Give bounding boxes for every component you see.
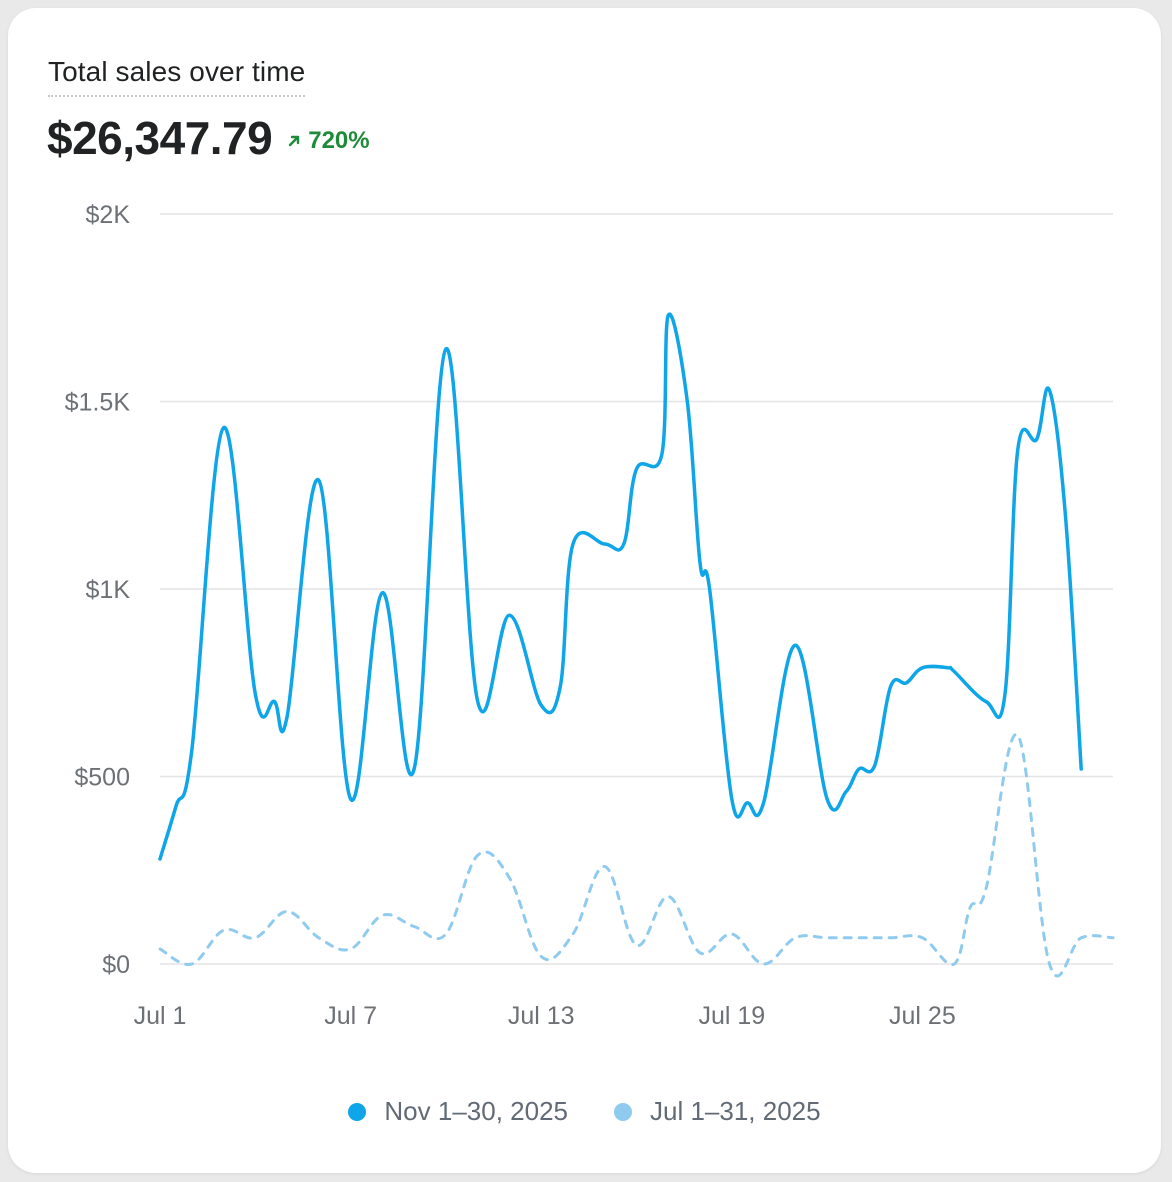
grid-layer xyxy=(160,213,1113,965)
sales-line-chart[interactable]: $0 $500 $1K $1.5K $2K Jul 1 Jul 7 Jul 13 Jul 19… xyxy=(8,8,1161,1068)
total-sales-card: Total sales over time $26,347.79 720% $0… xyxy=(8,8,1161,1173)
legend-label-current: Nov 1–30, 2025 xyxy=(384,1096,568,1126)
x-tick-label: Jul 13 xyxy=(508,1002,575,1030)
x-tick-label: Jul 19 xyxy=(698,1002,765,1030)
y-tick-label: $2K xyxy=(86,201,131,229)
series-line-previous[interactable] xyxy=(158,733,1115,978)
y-tick-label: $0 xyxy=(102,951,130,979)
value-row: $26,347.79 720% xyxy=(47,111,370,165)
x-tick-label: Jul 25 xyxy=(889,1002,956,1030)
series-line-current[interactable] xyxy=(158,312,1083,861)
card-title[interactable]: Total sales over time xyxy=(48,55,306,97)
legend-dot-current xyxy=(348,1102,367,1121)
total-sales-value: $26,347.79 xyxy=(47,112,273,164)
legend-item-previous[interactable]: Jul 1–31, 2025 xyxy=(614,1096,821,1127)
change-badge: 720% xyxy=(286,127,370,155)
series-layer xyxy=(158,312,1115,978)
legend-label-previous: Jul 1–31, 2025 xyxy=(650,1096,821,1126)
x-tick-label: Jul 1 xyxy=(134,1002,187,1030)
change-percent: 720% xyxy=(308,127,370,154)
x-axis-ticks: Jul 1 Jul 7 Jul 13 Jul 19 Jul 25 xyxy=(134,1002,956,1030)
y-tick-label: $500 xyxy=(74,764,130,792)
y-axis-ticks: $0 $500 $1K $1.5K $2K xyxy=(65,201,131,979)
chart-legend: Nov 1–30, 2025 Jul 1–31, 2025 xyxy=(8,1096,1161,1127)
arrow-up-right-icon xyxy=(289,135,300,147)
y-tick-label: $1K xyxy=(86,576,131,604)
legend-item-current[interactable]: Nov 1–30, 2025 xyxy=(348,1096,568,1127)
legend-dot-previous xyxy=(614,1102,632,1121)
x-tick-label: Jul 7 xyxy=(324,1002,377,1030)
y-tick-label: $1.5K xyxy=(65,389,131,417)
